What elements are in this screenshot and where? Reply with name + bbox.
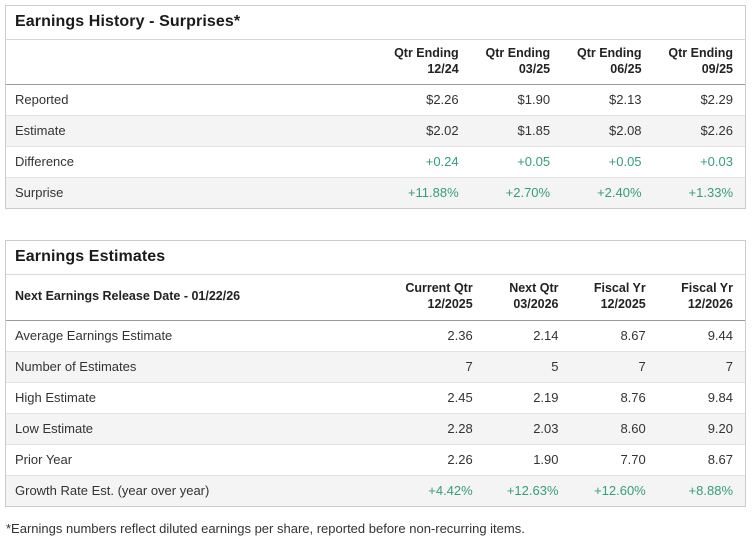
cell-value: 9.44 bbox=[707, 327, 733, 343]
column-header: Qtr Ending 09/25 bbox=[653, 40, 745, 86]
earnings-estimates-table: Next Earnings Release Date - 01/22/26 Cu… bbox=[6, 275, 745, 506]
cell-value: $2.26 bbox=[426, 92, 459, 108]
cell-value: $2.13 bbox=[609, 92, 642, 108]
cell-value: +2.70% bbox=[470, 177, 563, 209]
next-earnings-release-date-label: Next Earnings Release Date - 01/22/26 bbox=[6, 275, 380, 321]
cell-value: $2.02 bbox=[379, 115, 471, 147]
cell-value: 7.70 bbox=[570, 443, 658, 475]
row-label: Average Earnings Estimate bbox=[15, 327, 173, 343]
header-row: Qtr Ending 12/24 Qtr Ending 03/25 Qtr Ending… bbox=[6, 40, 745, 86]
table-row: Estimate $2.02 $1.85 $2.08 $2.26 bbox=[6, 115, 745, 147]
table-row: Growth Rate Est. (year over year) +4.42% +… bbox=[6, 474, 745, 506]
column-header: Fiscal Yr 12/2025 bbox=[570, 275, 658, 321]
cell-value: 2.03 bbox=[484, 412, 571, 444]
table-row: Reported $2.26 $1.90 $2.13 $2.29 bbox=[6, 85, 745, 116]
cell-value: 7 bbox=[379, 350, 485, 382]
column-header: Qtr Ending 06/25 bbox=[562, 40, 654, 86]
table-row: Difference +0.24 +0.05 +0.05 +0.03 bbox=[6, 146, 745, 178]
table-row: Prior Year 2.26 1.90 7.70 8.67 bbox=[6, 443, 745, 475]
column-header: Fiscal Yr 12/2026 bbox=[657, 275, 745, 321]
earnings-footnote: *Earnings numbers reflect diluted earnin… bbox=[6, 520, 525, 536]
row-label: High Estimate bbox=[6, 381, 380, 413]
cell-value: 1.90 bbox=[484, 443, 571, 475]
cell-value: +12.60% bbox=[570, 474, 658, 506]
row-label: Estimate bbox=[6, 115, 380, 147]
cell-value: $2.08 bbox=[562, 115, 654, 147]
cell-value: +8.88% bbox=[657, 474, 745, 506]
cell-value: 2.36 bbox=[447, 327, 473, 343]
cell-value: 5 bbox=[484, 350, 571, 382]
cell-value: +0.24 bbox=[379, 146, 471, 178]
corner-header bbox=[6, 40, 380, 86]
table-row: Surprise +11.88% +2.70% +2.40% +1.33% bbox=[6, 177, 745, 209]
row-label: Number of Estimates bbox=[6, 350, 380, 382]
cell-value: 8.67 bbox=[657, 443, 745, 475]
cell-value: +0.03 bbox=[653, 146, 745, 178]
row-label: Growth Rate Est. (year over year) bbox=[6, 474, 380, 506]
cell-value: 7 bbox=[657, 350, 745, 382]
cell-value: 8.60 bbox=[570, 412, 658, 444]
cell-value: 8.67 bbox=[620, 327, 646, 343]
earnings-history-header: Qtr Ending 12/24 Qtr Ending 03/25 Qtr Ending… bbox=[6, 40, 745, 86]
column-header: Qtr Ending 12/24 bbox=[379, 40, 471, 86]
earnings-history-table: Qtr Ending 12/24 Qtr Ending 03/25 Qtr Ending… bbox=[6, 40, 745, 209]
earnings-estimates-header: Next Earnings Release Date - 01/22/26 Cu… bbox=[6, 275, 745, 321]
row-label: Reported bbox=[15, 92, 69, 108]
cell-value: +12.63% bbox=[484, 474, 571, 506]
column-header: Next Qtr 03/2026 bbox=[484, 275, 571, 321]
cell-value: $2.26 bbox=[653, 115, 745, 147]
cell-value: 7 bbox=[570, 350, 658, 382]
cell-value: +11.88% bbox=[379, 177, 471, 209]
cell-value: +1.33% bbox=[653, 177, 745, 209]
cell-value: 9.20 bbox=[657, 412, 745, 444]
earnings-estimates-title: Earnings Estimates bbox=[6, 241, 745, 276]
table-row: Number of Estimates 7 5 7 7 bbox=[6, 350, 745, 382]
cell-value: 2.19 bbox=[484, 381, 571, 413]
earnings-history-body: Reported $2.26 $1.90 $2.13 $2.29 Estimate $2.0… bbox=[6, 85, 745, 209]
cell-value: +2.40% bbox=[562, 177, 654, 209]
cell-value: 2.28 bbox=[379, 412, 485, 444]
earnings-estimates-body: Average Earnings Estimate 2.36 2.14 8.67 9.4… bbox=[6, 320, 745, 506]
row-label: Prior Year bbox=[6, 443, 380, 475]
cell-value: $2.29 bbox=[700, 92, 733, 108]
row-label: Surprise bbox=[6, 177, 380, 209]
table-row: High Estimate 2.45 2.19 8.76 9.84 bbox=[6, 381, 745, 413]
cell-value: +0.05 bbox=[562, 146, 654, 178]
earnings-estimates-card: Earnings Estimates Next Earnings Release… bbox=[5, 240, 746, 507]
cell-value: 2.14 bbox=[533, 327, 559, 343]
table-row: Average Earnings Estimate 2.36 2.14 8.67 9.4… bbox=[6, 320, 745, 351]
column-header: Qtr Ending 03/25 bbox=[470, 40, 563, 86]
header-row: Next Earnings Release Date - 01/22/26 Cu… bbox=[6, 275, 745, 321]
cell-value: 8.76 bbox=[570, 381, 658, 413]
cell-value: 2.26 bbox=[379, 443, 485, 475]
table-row: Low Estimate 2.28 2.03 8.60 9.20 bbox=[6, 412, 745, 444]
cell-value: 2.45 bbox=[379, 381, 485, 413]
cell-value: $1.90 bbox=[517, 92, 551, 108]
cell-value: +4.42% bbox=[379, 474, 485, 506]
cell-value: $1.85 bbox=[470, 115, 563, 147]
cell-value: +0.05 bbox=[470, 146, 563, 178]
earnings-history-title: Earnings History - Surprises* bbox=[6, 6, 745, 40]
row-label: Difference bbox=[6, 146, 380, 178]
cell-value: 9.84 bbox=[657, 381, 745, 413]
column-header: Current Qtr 12/2025 bbox=[379, 275, 485, 321]
row-label: Low Estimate bbox=[6, 412, 380, 444]
earnings-history-card: Earnings History - Surprises* Qtr Ending… bbox=[5, 5, 746, 210]
